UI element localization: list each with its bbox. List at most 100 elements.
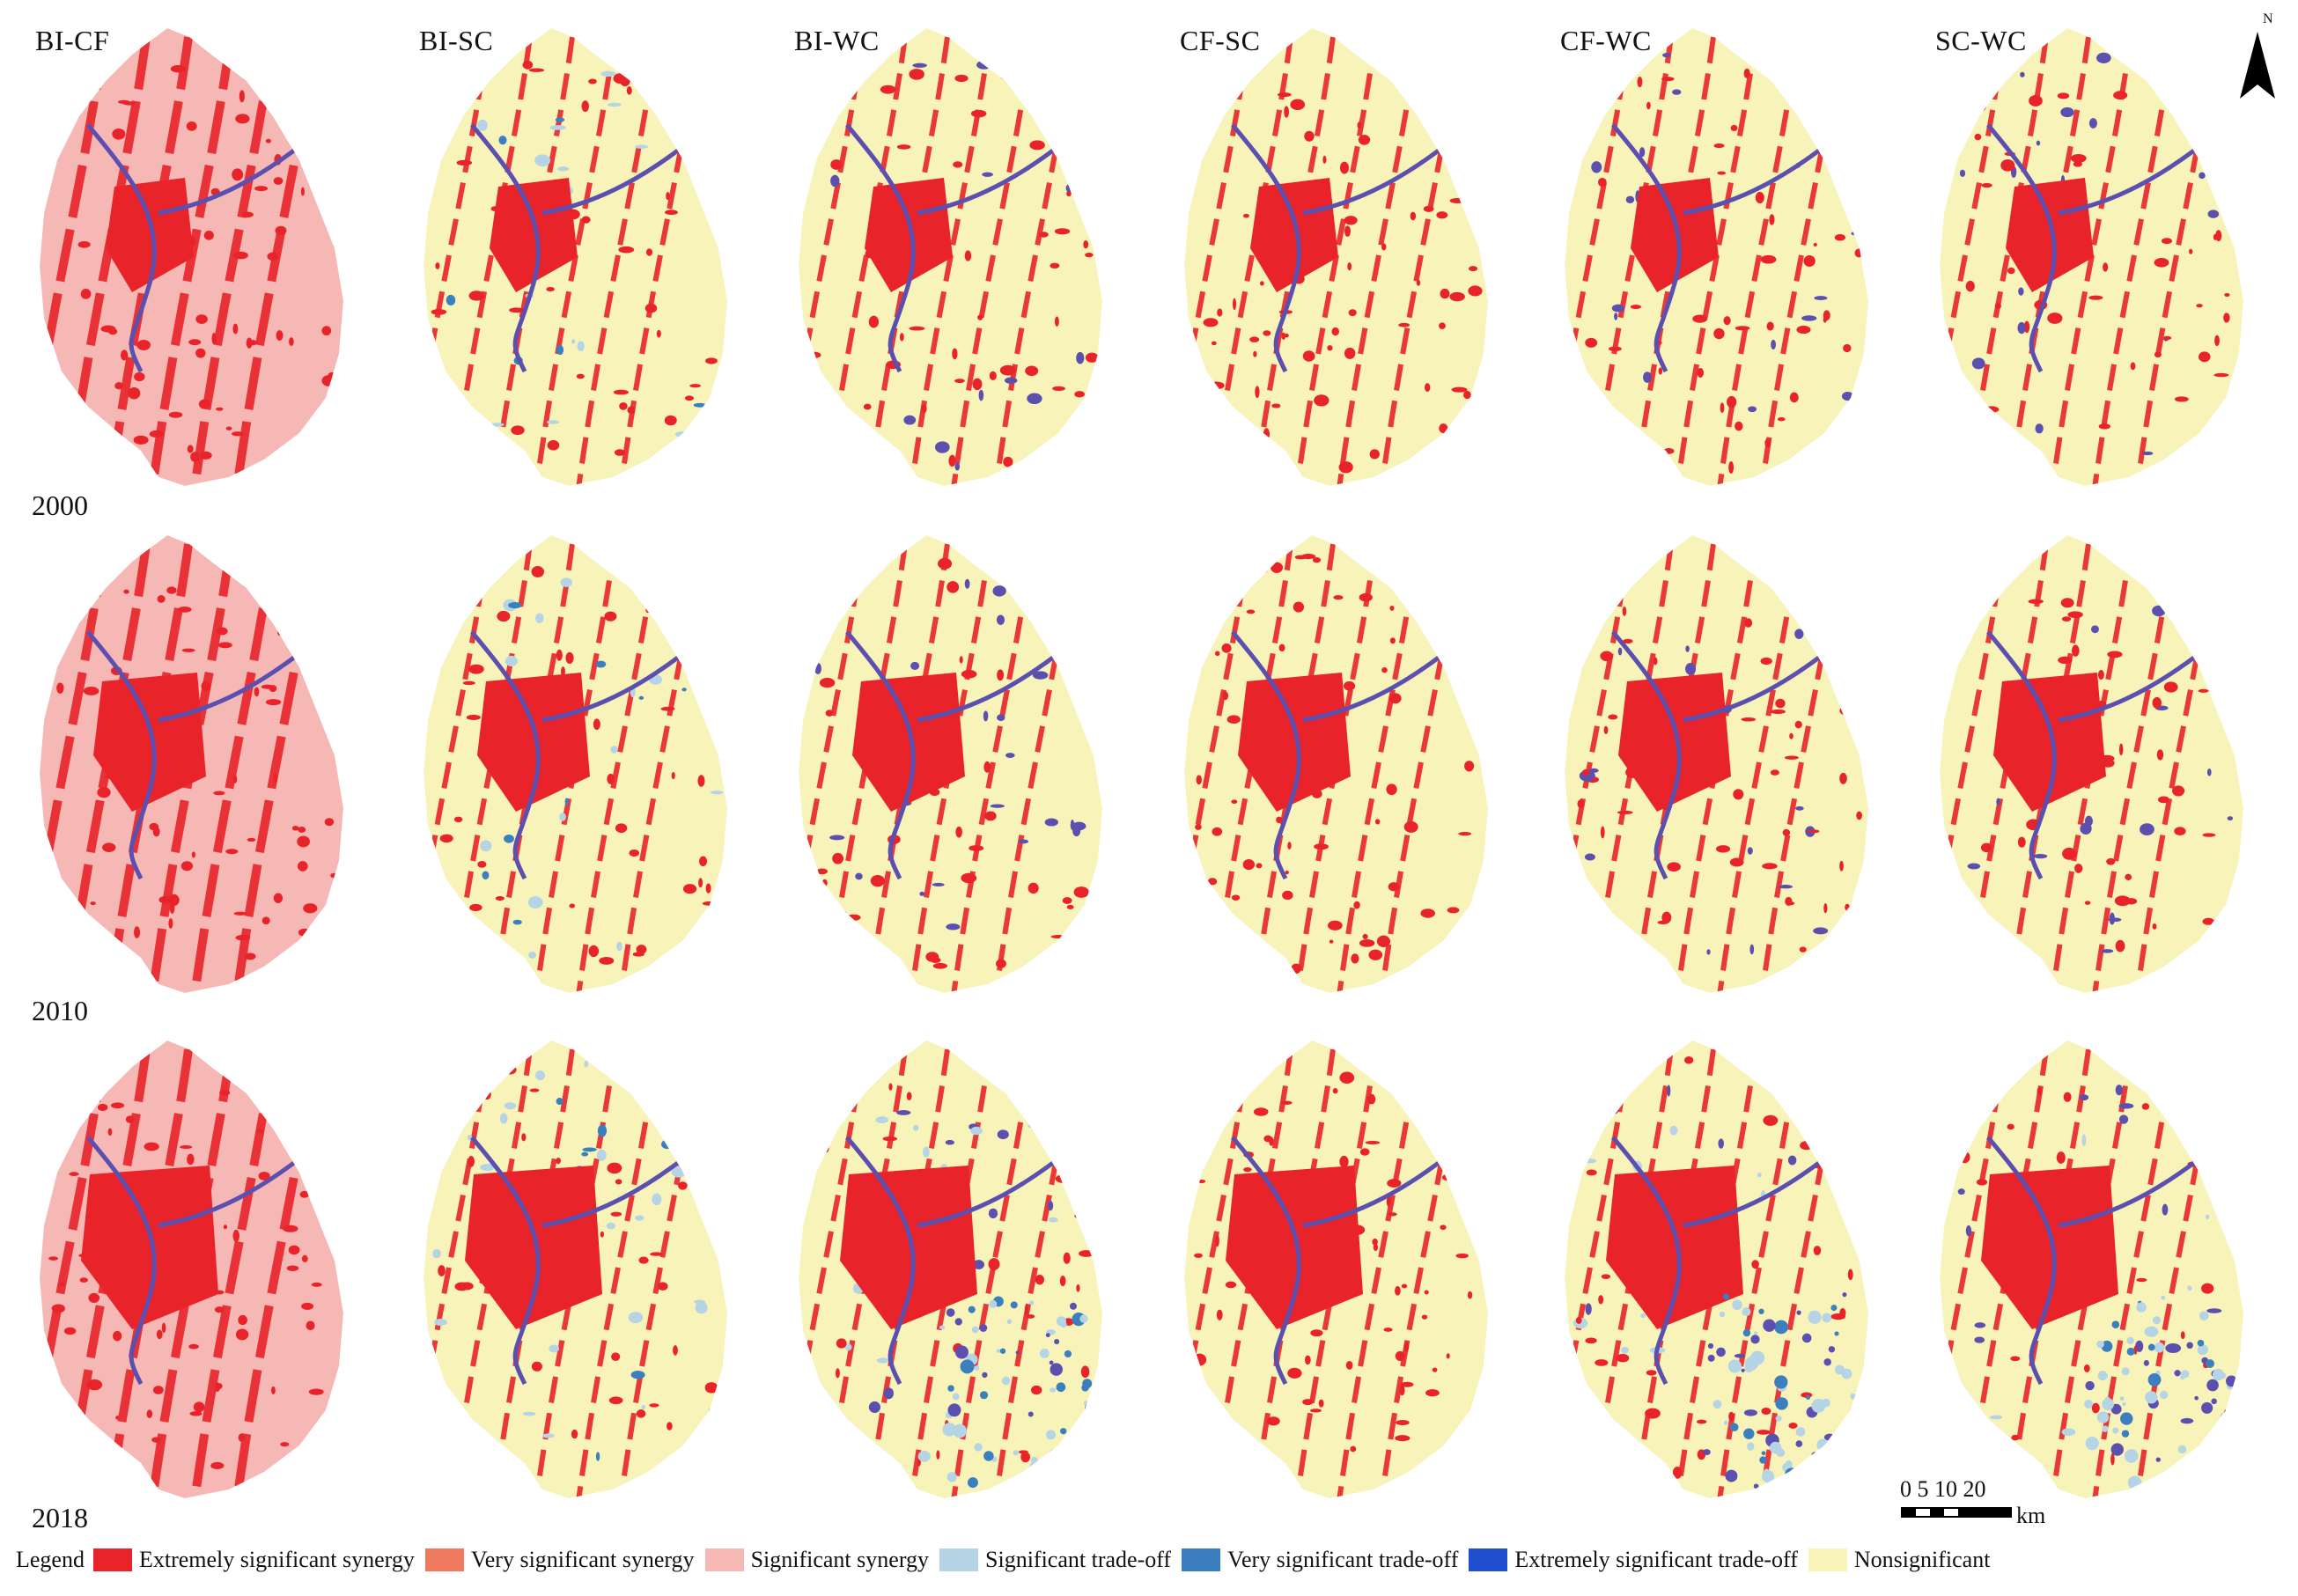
trade-off-patch [1015, 1350, 1020, 1355]
map-patch [1197, 424, 1213, 437]
map-patch [1399, 1384, 1405, 1396]
map-patch [1222, 691, 1229, 701]
map-patch [903, 415, 917, 425]
trade-off-patch [1001, 1376, 1011, 1386]
map-patch [2088, 295, 2103, 300]
map-patch [291, 826, 299, 831]
map-patch [1388, 882, 1400, 892]
map-patch [1706, 949, 1711, 955]
map-patch [480, 1164, 496, 1171]
map-patch [1801, 315, 1817, 321]
trade-off-patch [1056, 1316, 1067, 1327]
trade-off-patch [2110, 1443, 2124, 1456]
map-patch [888, 1083, 893, 1091]
map-patch [1449, 197, 1465, 204]
map-patch [836, 1468, 843, 1476]
map-patch [597, 1124, 608, 1137]
map-patch [466, 714, 481, 721]
map-patch [188, 339, 202, 346]
map-patch [1976, 1179, 1988, 1186]
trade-off-patch [942, 1423, 957, 1437]
map-patch [2215, 230, 2222, 242]
map-patch [2125, 873, 2132, 880]
map-patch [1439, 423, 1448, 434]
trade-off-patch [1725, 1469, 1738, 1482]
map-patch [324, 818, 335, 827]
map-patch [1061, 135, 1074, 143]
map-patch [1362, 933, 1368, 940]
map-patch [609, 44, 620, 50]
map-patch [1078, 152, 1092, 157]
map-patch [561, 666, 565, 677]
map-patch [1339, 1155, 1349, 1168]
map-patch [610, 746, 618, 754]
map-panel-bi-wc-2010 [799, 535, 1102, 993]
map-patch [600, 70, 616, 77]
map-patch [232, 1229, 239, 1242]
map-patch [168, 411, 183, 418]
map-patch [1030, 455, 1035, 462]
urban-core [1238, 673, 1351, 812]
map-patch [1839, 706, 1852, 716]
map-patch [2118, 743, 2124, 756]
map-patch [614, 449, 626, 456]
map-patch [1400, 1381, 1414, 1387]
map-patch [1332, 1088, 1338, 1094]
map-patch [608, 102, 622, 107]
map-patch [269, 605, 281, 613]
map-patch [699, 582, 706, 587]
map-patch [1231, 799, 1238, 805]
map-patch [265, 699, 282, 706]
urban-core [840, 1166, 977, 1329]
map-patch [1747, 1442, 1755, 1451]
trade-off-patch [1013, 1450, 1019, 1456]
urban-core [1226, 1166, 1363, 1329]
trade-off-patch [2112, 1427, 2119, 1434]
map-patch [1079, 1250, 1094, 1257]
map-patch [313, 640, 325, 649]
map-patch [1600, 651, 1613, 662]
map-patch [619, 401, 628, 410]
map-patch [2156, 749, 2164, 761]
map-patch [432, 896, 448, 904]
map-patch [836, 1338, 847, 1349]
map-patch [2140, 560, 2147, 566]
map-patch [2110, 1453, 2115, 1466]
map-patch [2109, 912, 2116, 925]
map-patch [1076, 1283, 1080, 1292]
map-patch [1949, 1402, 1958, 1408]
map-patch [2113, 91, 2128, 100]
map-patch [1048, 610, 1060, 615]
map-patch [1208, 381, 1225, 390]
trade-off-patch [2085, 1380, 2095, 1391]
map-patch [1744, 618, 1753, 628]
map-patch [953, 161, 963, 168]
map-patch [693, 402, 706, 408]
trade-off-patch [1712, 1400, 1722, 1409]
map-patch [1696, 1419, 1707, 1424]
map-patch [464, 919, 473, 925]
legend-item-very-significant-trade-off: Very significant trade-off [1182, 1547, 1458, 1573]
map-patch [1077, 615, 1093, 621]
map-patch [452, 1416, 463, 1428]
trade-off-patch [2097, 1371, 2108, 1381]
trade-off-patch [1795, 1440, 1803, 1447]
map-patch [2017, 321, 2026, 335]
map-patch [1685, 645, 1690, 652]
map-patch [1795, 805, 1804, 811]
map-patch [246, 337, 253, 349]
map-patch [1789, 392, 1799, 403]
map-patch [969, 845, 984, 851]
map-patch [997, 714, 1005, 722]
map-patch [133, 435, 149, 445]
map-patch [2157, 589, 2170, 596]
map-patch [1763, 1114, 1779, 1126]
map-patch [883, 1387, 895, 1400]
map-patch [1848, 416, 1864, 422]
urban-core [477, 673, 590, 812]
map-patch [217, 560, 225, 568]
map-patch [125, 1115, 135, 1123]
map-patch [97, 419, 105, 431]
map-patch [1085, 352, 1099, 363]
map-patch [2084, 815, 2093, 827]
